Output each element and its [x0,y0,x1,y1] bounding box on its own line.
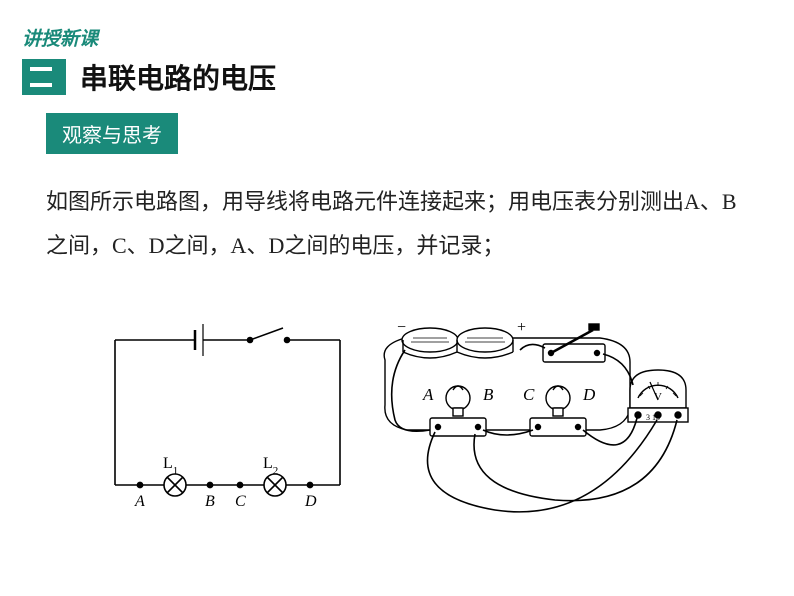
node-label-a: A [134,493,145,510]
neg-label: − [397,319,406,336]
body-paragraph: 如图所示电路图，用导线将电路元件连接起来；用电压表分别测出A、B之间，C、D之间… [46,180,748,268]
physical-setup: − + A B C D [384,319,688,512]
phys-label-a: A [422,385,434,404]
phys-label-d: D [582,385,596,404]
schematic-circuit [115,324,340,496]
section-heading: 串联电路的电压 [22,57,276,97]
phys-label-b: B [483,385,494,404]
lesson-phase-label: 讲授新课 [22,24,98,51]
node-label-c: C [235,493,246,510]
diagram-container: A B C D L1 L2 [95,290,695,550]
observe-think-badge: 观察与思考 [46,113,178,154]
section-title: 串联电路的电压 [80,57,276,97]
node-label-b: B [205,493,215,510]
phys-label-c: C [523,385,535,404]
section-number-icon [22,59,66,95]
voltmeter-terminals: 3 15 [646,413,660,422]
node-label-d: D [304,493,317,510]
circuit-svg: A B C D L1 L2 [95,290,695,550]
schematic-labels: A B C D L1 L2 [134,455,317,510]
lamp2-label: L2 [263,455,278,477]
pos-label: + [517,319,526,336]
voltmeter-label: V [654,391,662,403]
voltmeter-icon: V 3 15 [628,370,688,422]
lamp1-label: L1 [163,455,178,477]
